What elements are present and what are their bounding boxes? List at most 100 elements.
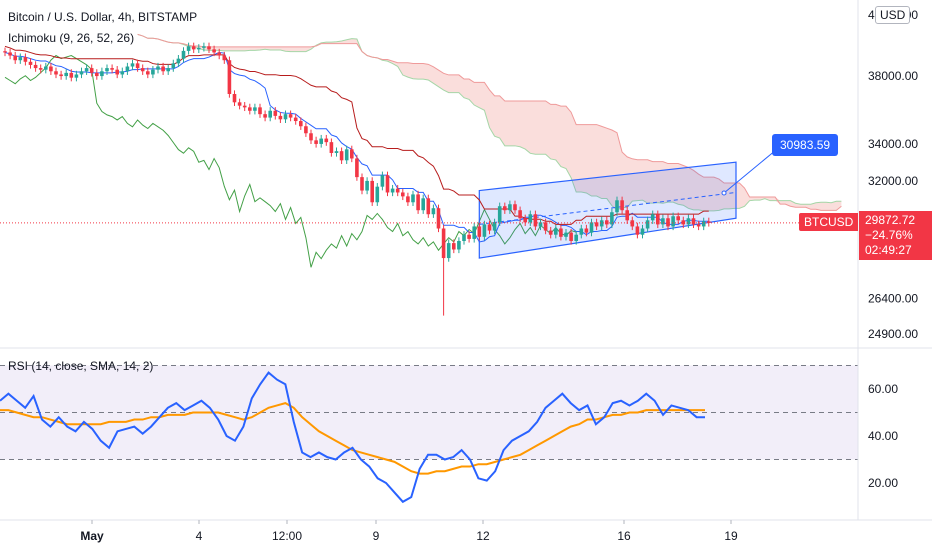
- time-tick-label: 12:00: [272, 529, 302, 543]
- candle-body: [543, 222, 548, 231]
- change-percent: −24.76%: [865, 228, 913, 242]
- candle-body: [686, 218, 691, 225]
- candle-body: [630, 220, 635, 227]
- candle-body: [431, 208, 436, 215]
- candle-body: [268, 110, 272, 118]
- candle-body: [446, 243, 451, 259]
- candle-body: [151, 69, 155, 75]
- candle-body: [645, 220, 650, 229]
- price-tick-label: 38000.00: [868, 69, 918, 83]
- parallel-channel: [478, 161, 737, 259]
- candle-body: [33, 64, 38, 69]
- candle-body: [156, 66, 160, 70]
- candle-body: [181, 50, 186, 59]
- candle-body: [110, 68, 114, 70]
- candle-body: [579, 228, 584, 235]
- candle-body: [375, 186, 380, 203]
- candle-body: [186, 46, 191, 51]
- candle-body: [319, 138, 323, 144]
- candle-body: [701, 221, 706, 227]
- candle-body: [355, 158, 359, 178]
- candle-body: [125, 66, 130, 72]
- candle-body: [610, 212, 614, 225]
- candle-body: [69, 72, 74, 78]
- rsi-tick-label: 60.00: [868, 382, 898, 396]
- candle-body: [176, 58, 181, 64]
- candle-body: [533, 214, 538, 227]
- price-pane[interactable]: [0, 33, 858, 316]
- candle-body: [666, 218, 670, 227]
- candle-body: [554, 228, 558, 235]
- candle-body: [538, 222, 543, 227]
- candle-body: [559, 228, 563, 237]
- candle-body: [523, 218, 527, 223]
- candle-body: [23, 57, 28, 62]
- candle-body: [140, 68, 145, 72]
- candle-body: [8, 52, 12, 56]
- candle-body: [44, 66, 48, 70]
- price-box: 29872.72 −24.76% 02:49:27: [859, 211, 932, 260]
- candle-body: [477, 226, 482, 237]
- candle-body: [385, 175, 390, 193]
- candle-body: [324, 138, 329, 143]
- candle-body: [13, 55, 17, 61]
- candle-body: [482, 224, 487, 237]
- time-tick-label: 9: [373, 529, 380, 543]
- candle-body: [395, 188, 400, 193]
- rsi-tick-label: 20.00: [868, 476, 898, 490]
- candle-body: [452, 243, 456, 250]
- rsi-line: [0, 371, 705, 504]
- time-tick-label: May: [80, 529, 104, 543]
- candle-body: [288, 114, 293, 118]
- candle-body: [28, 61, 33, 65]
- candle-body: [416, 194, 420, 211]
- candle-body: [691, 218, 696, 225]
- price-tick-label: 26400.00: [868, 291, 918, 305]
- candle-body: [462, 234, 466, 241]
- candle-body: [564, 232, 568, 237]
- price-tick-label: 24900.00: [868, 327, 918, 341]
- candle-body: [304, 126, 308, 134]
- candle-body: [49, 66, 53, 72]
- currency-button[interactable]: USD: [875, 6, 911, 24]
- rsi-pane[interactable]: [0, 365, 858, 504]
- candle-body: [406, 196, 410, 203]
- candle-body: [283, 114, 288, 120]
- callout-connector: [723, 149, 777, 194]
- leading-span-b: [137, 33, 842, 211]
- candle-body: [248, 107, 252, 111]
- candle-body: [339, 151, 344, 161]
- candle-body: [401, 192, 405, 197]
- time-tick-label: 16: [617, 529, 631, 543]
- candle-body: [18, 57, 23, 61]
- candle-body: [528, 214, 533, 223]
- candle-body: [615, 200, 619, 213]
- candle-body: [258, 107, 262, 115]
- time-tick-label: 4: [196, 529, 203, 543]
- candle-body: [518, 210, 522, 219]
- lagging-span: [4, 54, 577, 268]
- rsi-tick-label: 40.00: [868, 429, 898, 443]
- candle-body: [696, 224, 701, 227]
- candle-body: [120, 71, 125, 75]
- candle-body: [472, 226, 476, 239]
- candle-body: [161, 66, 165, 72]
- callout-value: 30983.59: [772, 134, 839, 156]
- candle-body: [278, 115, 283, 120]
- last-price: 29872.72: [865, 213, 916, 227]
- candle-body: [411, 194, 415, 203]
- candle-body: [436, 208, 441, 229]
- candle-body: [59, 74, 63, 77]
- candle-body: [329, 142, 334, 153]
- candle-body: [503, 206, 507, 211]
- candle-body: [487, 224, 492, 231]
- candle-body: [146, 71, 150, 75]
- candle-body: [599, 220, 604, 227]
- symbol-title: Bitcoin / U.S. Dollar, 4h, BITSTAMP: [8, 10, 198, 24]
- base-line: [4, 45, 709, 225]
- candle-body: [344, 149, 349, 161]
- candle-body: [650, 214, 655, 221]
- candle-body: [457, 240, 461, 250]
- candle-body: [253, 107, 257, 111]
